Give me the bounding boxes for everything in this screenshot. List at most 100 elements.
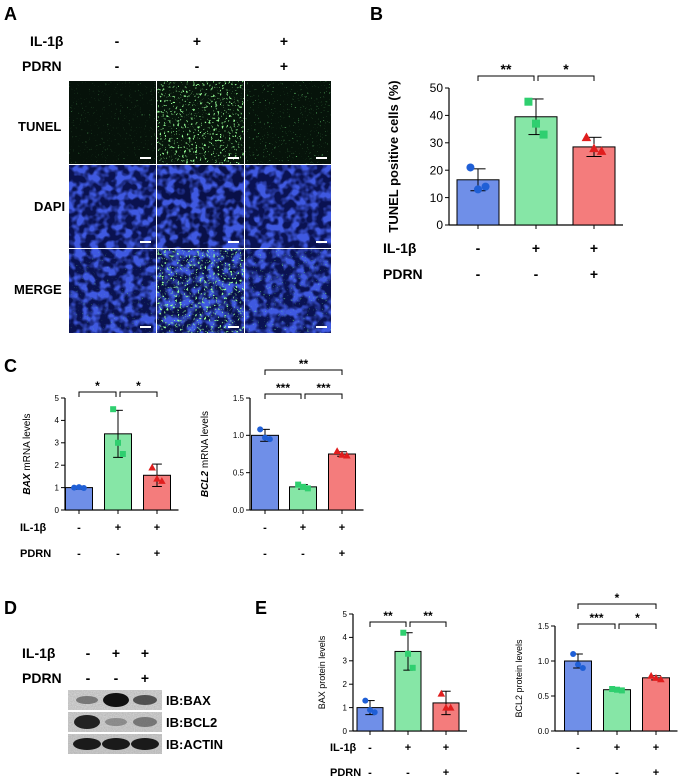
- blot-band: [73, 738, 101, 750]
- y-tick-label: 2: [55, 461, 60, 470]
- significance-bracket: [618, 623, 657, 629]
- y-tick-label: 1.5: [538, 622, 550, 631]
- condition-label: IL-1β: [22, 645, 56, 661]
- data-point: [570, 651, 577, 657]
- condition-sign: +: [280, 58, 288, 74]
- bar: [65, 487, 93, 511]
- condition-sign: -: [476, 266, 481, 282]
- condition-sign: +: [193, 33, 201, 49]
- chart-c1: 0 1 2 3 4 5 BAX mRNA levels * * IL-1β - + + PDRN - - +: [20, 379, 179, 560]
- y-tick-label: 4: [55, 416, 60, 425]
- condition-sign: +: [653, 742, 659, 754]
- data-point: [367, 706, 373, 713]
- condition-sign: +: [300, 522, 306, 534]
- y-axis-label: BCL2 protein levels: [514, 639, 524, 718]
- y-axis-label: TUNEL positive cells (%): [386, 80, 401, 232]
- y-axis-label: BAX mRNA levels: [22, 413, 33, 494]
- row-label-merge: MERGE: [14, 282, 62, 297]
- y-tick-label: 3: [343, 657, 348, 666]
- data-point: [618, 687, 625, 694]
- western-blot: IL-1β - + + PDRN - - + IB:BAX IB:BCL2 IB…: [22, 645, 223, 754]
- y-tick-label: 1.0: [538, 657, 550, 666]
- condition-label: PDRN: [330, 767, 361, 777]
- data-point: [300, 483, 306, 490]
- significance-label: *: [635, 611, 640, 625]
- panel-letter-d: D: [4, 598, 17, 618]
- data-point: [110, 406, 117, 413]
- tunel-signal: [69, 81, 156, 164]
- significance-bracket: [409, 621, 447, 627]
- blot-label-bax: IB:BAX: [166, 693, 211, 708]
- data-point: [333, 447, 341, 455]
- dapi-signal: [157, 165, 244, 248]
- row-label-dapi: DAPI: [34, 199, 65, 214]
- y-tick-label: 4: [343, 633, 348, 642]
- data-point: [71, 484, 78, 491]
- data-point: [304, 485, 311, 492]
- y-tick-label: 1.5: [233, 394, 245, 403]
- condition-sign: +: [154, 548, 160, 560]
- condition-sign: +: [339, 522, 345, 534]
- blot-band: [133, 717, 157, 727]
- condition-label: IL-1β: [383, 240, 417, 256]
- y-tick-label: 1.0: [233, 431, 245, 440]
- y-tick-label: 1: [343, 703, 348, 712]
- y-tick-label: 40: [430, 109, 444, 123]
- blot-label-actin: IB:ACTIN: [166, 737, 223, 752]
- condition-label: PDRN: [383, 266, 423, 282]
- condition-sign: +: [154, 522, 160, 534]
- data-point: [481, 182, 490, 191]
- y-tick-label: 5: [343, 610, 348, 619]
- condition-sign: +: [443, 767, 449, 777]
- y-tick-label: 3: [55, 439, 60, 448]
- data-point: [524, 97, 533, 106]
- condition-label: IL-1β: [330, 742, 357, 754]
- significance-bracket: [577, 623, 616, 629]
- data-point: [343, 451, 351, 459]
- condition-sign: -: [368, 767, 372, 777]
- condition-sign: -: [301, 548, 305, 560]
- significance-label: **: [383, 609, 393, 623]
- tunel-signal: [245, 249, 331, 333]
- data-point: [657, 675, 665, 683]
- condition-sign: +: [115, 522, 121, 534]
- condition-sign: +: [590, 266, 598, 282]
- condition-sign: -: [368, 742, 372, 754]
- significance-bracket: [119, 391, 158, 397]
- condition-sign: -: [476, 240, 481, 256]
- data-point: [405, 650, 411, 657]
- bar: [603, 689, 631, 732]
- condition-sign: -: [115, 58, 120, 74]
- blot-band: [133, 695, 157, 705]
- blot-band: [131, 738, 159, 750]
- tunel-signal: [69, 249, 156, 333]
- condition-sign: +: [112, 645, 120, 661]
- condition-sign: -: [115, 33, 120, 49]
- data-point: [158, 477, 166, 484]
- condition-sign: -: [116, 548, 120, 560]
- data-point: [614, 686, 620, 693]
- condition-sign: -: [77, 522, 81, 534]
- y-tick-label: 30: [430, 136, 444, 150]
- significance-bracket: [264, 369, 343, 375]
- data-point: [148, 463, 156, 471]
- data-point: [575, 661, 581, 668]
- data-point: [295, 481, 302, 488]
- y-axis-label: BCL2 mRNA levels: [200, 411, 211, 497]
- bar: [572, 146, 616, 226]
- row-label-tunel: TUNEL: [18, 119, 61, 134]
- condition-sign: +: [653, 767, 659, 777]
- y-tick-label: 0.0: [233, 506, 245, 515]
- significance-bracket: [577, 603, 657, 609]
- data-point: [80, 485, 87, 492]
- data-point: [409, 664, 416, 671]
- blot-label-bcl2: IB:BCL2: [166, 715, 217, 730]
- y-tick-label: 0: [55, 506, 60, 515]
- blot-band: [76, 696, 98, 704]
- bar: [642, 677, 670, 732]
- significance-label: ***: [316, 381, 330, 395]
- dapi-signal: [245, 165, 331, 248]
- data-point: [266, 436, 273, 443]
- panel-letter-e: E: [255, 598, 267, 618]
